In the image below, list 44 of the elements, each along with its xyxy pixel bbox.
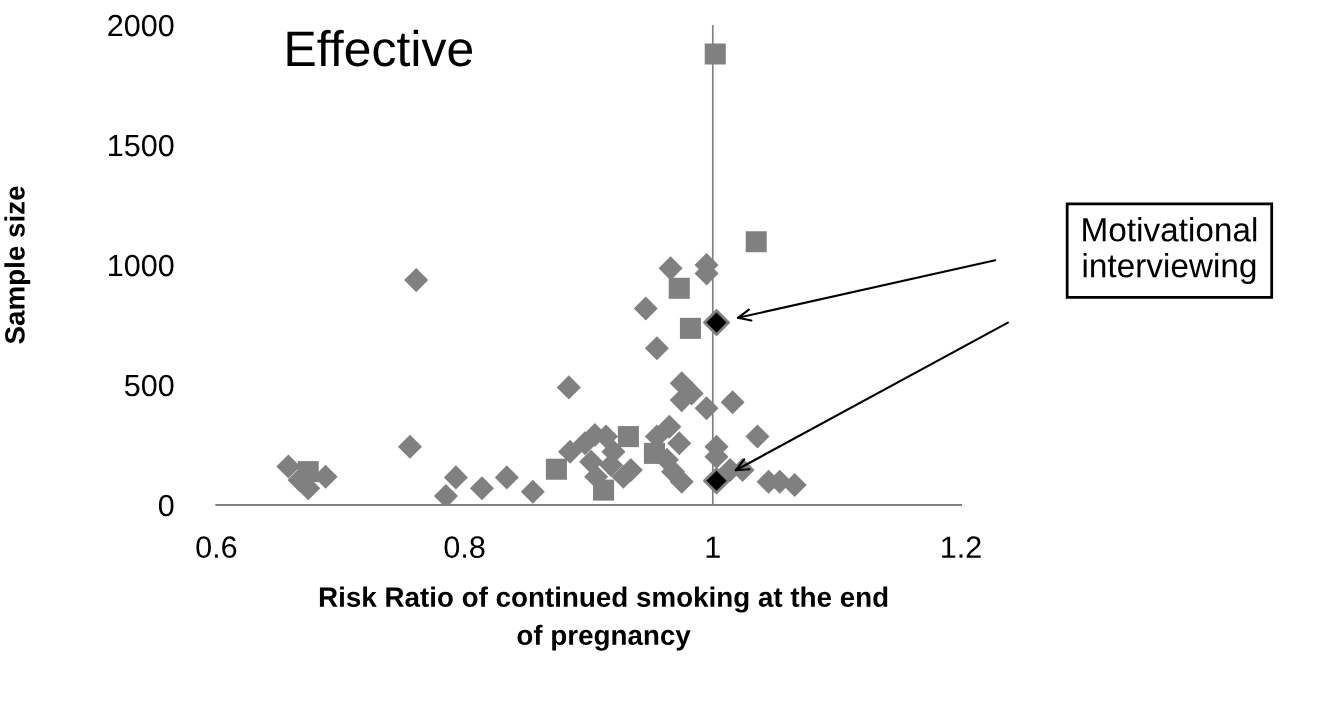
y-tick-label: 0 (158, 494, 174, 517)
point (657, 414, 682, 439)
point (494, 465, 519, 490)
y-tick-label: 2000 (108, 14, 174, 37)
point (469, 476, 494, 501)
y-tick-label: 1500 (109, 134, 174, 157)
x-axis-title: Risk Ratio of continued smoking at the end of pregnancy (319, 586, 888, 651)
point (276, 454, 301, 479)
point (558, 439, 583, 464)
point (745, 424, 770, 449)
y-tick-label: 1000 (109, 254, 174, 277)
x-tick-label: 0.6 (196, 536, 237, 558)
chart-title: Effective (287, 29, 473, 67)
point (443, 465, 468, 490)
point (404, 268, 429, 293)
point (617, 426, 639, 448)
text: Motivational interviewing (1083, 217, 1257, 285)
x-tick-label: 1.2 (942, 536, 981, 558)
point (520, 479, 545, 504)
point (633, 296, 658, 321)
point (397, 434, 422, 459)
point (704, 43, 726, 65)
point (703, 309, 730, 337)
point (545, 458, 567, 480)
point (579, 449, 604, 474)
point (643, 442, 665, 464)
point (297, 461, 319, 483)
point (667, 431, 692, 456)
point (669, 469, 694, 494)
point (658, 256, 683, 281)
point (556, 375, 581, 400)
point (668, 277, 690, 299)
point (593, 479, 615, 501)
x-tick-label: 0.8 (444, 536, 485, 558)
point (644, 336, 669, 361)
point (694, 396, 719, 421)
point (679, 317, 701, 339)
point (703, 467, 730, 495)
y-axis-title: Sample size (4, 186, 31, 344)
point (745, 231, 767, 253)
point (720, 390, 745, 415)
y-tick-label: 500 (124, 374, 174, 397)
x-tick-label: 1 (706, 536, 720, 558)
point (782, 473, 807, 498)
